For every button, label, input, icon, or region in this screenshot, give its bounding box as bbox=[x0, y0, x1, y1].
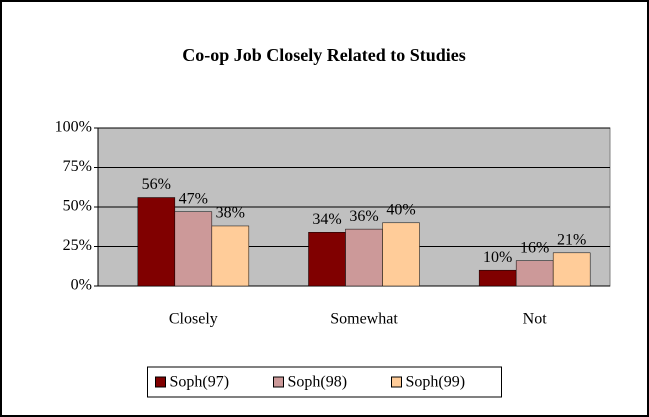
bar bbox=[515, 260, 554, 287]
value-label: 47% bbox=[179, 190, 208, 207]
value-label: 10% bbox=[483, 249, 512, 266]
y-tick-label: 100% bbox=[55, 119, 92, 136]
value-label: 38% bbox=[216, 205, 245, 222]
value-label: 40% bbox=[386, 201, 415, 218]
value-label: 36% bbox=[349, 208, 378, 225]
legend-label: Soph(99) bbox=[406, 374, 466, 391]
y-tick-label: 25% bbox=[63, 237, 92, 254]
x-tick-label: Not bbox=[523, 311, 548, 328]
x-tick-label: Closely bbox=[169, 311, 218, 328]
bar bbox=[211, 225, 250, 287]
y-tick-label: 50% bbox=[63, 198, 92, 215]
legend-label: Soph(98) bbox=[288, 374, 348, 391]
chart-title: Co-op Job Closely Related to Studies bbox=[182, 45, 466, 65]
bar bbox=[552, 252, 591, 287]
legend-swatch bbox=[155, 376, 166, 388]
value-label: 16% bbox=[520, 239, 549, 256]
legend-label: Soph(97) bbox=[170, 374, 230, 391]
legend-box bbox=[147, 366, 502, 398]
y-tick-label: 75% bbox=[63, 158, 92, 175]
legend-swatch bbox=[273, 376, 284, 388]
bar bbox=[174, 211, 213, 287]
bar bbox=[478, 269, 517, 287]
bar bbox=[137, 197, 176, 287]
value-label: 34% bbox=[312, 211, 341, 228]
legend-swatch bbox=[391, 376, 402, 388]
bar bbox=[345, 228, 383, 287]
value-label: 56% bbox=[142, 176, 171, 193]
x-tick-label: Somewhat bbox=[330, 311, 398, 328]
bar bbox=[382, 222, 420, 287]
bar bbox=[308, 232, 346, 287]
y-tick-label: 0% bbox=[71, 277, 92, 294]
value-label: 21% bbox=[557, 231, 586, 248]
